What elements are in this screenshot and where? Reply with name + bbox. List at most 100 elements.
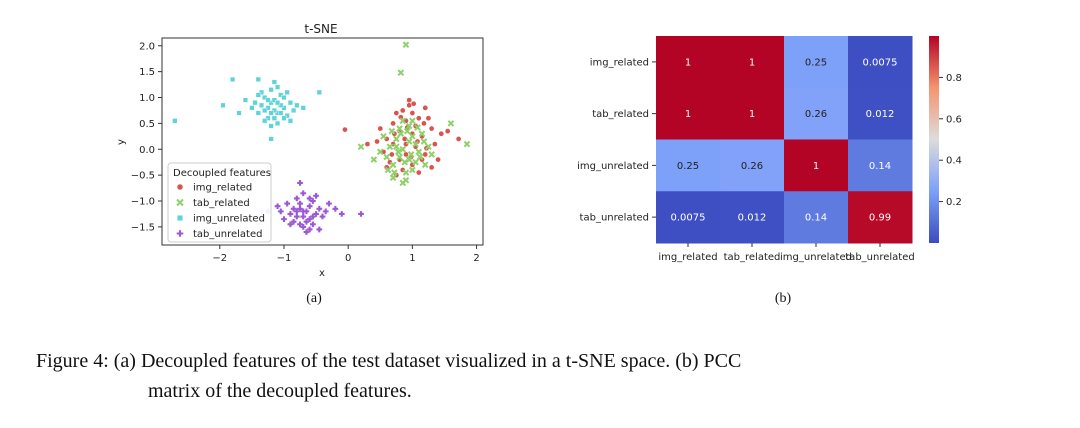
scatter-point-tab-related	[399, 117, 407, 125]
legend-marker-tab-unrelated	[176, 230, 184, 237]
scatter-point-tab-related	[421, 161, 429, 169]
scatter-point-tab-unrelated	[313, 192, 319, 199]
legend-marker-tab-related	[176, 198, 184, 207]
scatter-point-tab-related	[397, 69, 405, 76]
scatter-point-tab-related	[403, 127, 411, 135]
heatmap-cell	[656, 36, 721, 89]
scatter-point-tab-related	[409, 166, 416, 174]
scatter-point-img-unrelated	[271, 97, 277, 103]
scatter-point-tab-unrelated	[297, 221, 303, 228]
scatter-point-img-related	[425, 115, 432, 122]
colorbar-tick-label: 0.8	[946, 73, 962, 84]
scatter-point-img-related	[393, 110, 400, 116]
scatter-point-tab-related	[393, 135, 400, 143]
heatmap-cell	[720, 139, 785, 192]
heatmap-cell-label: 1	[813, 161, 819, 172]
scatter-point-tab-unrelated	[326, 200, 332, 207]
scatter-point-img-unrelated	[255, 76, 261, 82]
scatter-point-tab-related	[414, 124, 421, 131]
scatter-point-tab-unrelated	[338, 211, 345, 217]
scatter-point-img-unrelated	[252, 100, 258, 106]
scatter-point-tab-related	[383, 153, 391, 161]
scatter-point-tab-related	[394, 148, 402, 156]
scatter-point-tab-unrelated	[313, 211, 319, 217]
scatter-point-img-related	[438, 130, 445, 137]
legend-label: tab_related	[193, 198, 250, 209]
subfig-b-label: (b)	[775, 291, 792, 306]
scatter-point-tab-related	[428, 151, 435, 158]
scatter-point-tab-unrelated	[293, 195, 300, 202]
scatter-point-tab-unrelated	[297, 205, 303, 212]
scatter-point-tab-related	[391, 169, 398, 176]
heatmap-column-labels: img_related tab_related img_unrelatedtab_u…	[658, 243, 915, 263]
scatter-point-img-related	[401, 136, 408, 142]
heatmap-cell	[656, 191, 721, 244]
heatmap-column-label: img_related	[658, 252, 717, 263]
scatter-point-img-related	[455, 136, 462, 142]
colorbar-tick-label: 0.6	[946, 114, 962, 125]
heatmap-cells: 1 1 0.25 0.0075 1 1 0.26 0.012 0.25 0.26 1 0.14 0.00…	[656, 36, 913, 244]
heatmap-row-label: img_related	[590, 57, 649, 68]
heatmap-cell-label: 0.26	[741, 161, 763, 172]
scatter-point-tab-related	[402, 169, 410, 176]
heatmap-cell-label: 0.012	[738, 213, 767, 224]
scatter-point-tab-unrelated	[290, 218, 297, 225]
scatter-point-img-related	[422, 105, 429, 111]
scatter-point-tab-unrelated	[316, 205, 323, 212]
scatter-point-tab-unrelated	[310, 221, 316, 228]
scatter-point-img-unrelated	[287, 100, 293, 106]
scatter-point-tab-related	[425, 143, 432, 150]
legend-label: tab_unrelated	[193, 229, 262, 240]
scatter-point-tab-unrelated	[300, 190, 307, 197]
scatter-point-img-related	[377, 125, 384, 132]
heatmap-cell	[784, 139, 849, 192]
heatmap-cell	[784, 191, 849, 244]
scatter-point-tab-related	[416, 153, 424, 161]
scatter-x-ticks: −2 −1 0 1 2	[212, 245, 480, 264]
scatter-point-tab-related	[447, 120, 455, 127]
scatter-point-tab-related	[396, 125, 403, 132]
heatmap-cell	[656, 87, 721, 140]
x-tick-label: 1	[409, 253, 415, 264]
heatmap-cell	[720, 36, 785, 89]
scatter-point-img-related	[390, 120, 396, 127]
heatmap-cell-label: 1	[749, 109, 755, 120]
heatmap-column-label: tab_unrelated	[845, 252, 914, 263]
scatter-point-img-unrelated	[278, 92, 284, 98]
scatter-point-img-unrelated	[284, 89, 290, 95]
scatter-point-tab-related	[376, 148, 384, 156]
scatter-point-tab-related	[357, 143, 365, 150]
scatter-point-img-related	[374, 138, 380, 145]
y-tick-label: 2.0	[139, 41, 155, 52]
scatter-point-tab-related	[402, 41, 410, 49]
scatter-point-img-related	[422, 151, 429, 158]
scatter-point-tab-related	[370, 156, 378, 163]
heatmap-cell-label: 1	[685, 57, 691, 68]
tsne-scatter-plot: t-SNE −2 −1 0 1 2 −1.5 −1.0 −0.5 0.0 0.5 1.0 1.5 2.…	[116, 22, 484, 279]
scatter-point-img-unrelated	[271, 115, 277, 121]
scatter-point-img-unrelated	[275, 100, 281, 106]
scatter-point-img-unrelated	[291, 107, 297, 113]
scatter-point-tab-unrelated	[322, 208, 329, 215]
scatter-point-tab-unrelated	[319, 213, 326, 220]
scatter-point-img-unrelated	[278, 102, 284, 108]
scatter-point-img-unrelated	[271, 107, 277, 113]
scatter-point-img-unrelated	[262, 94, 268, 101]
scatter-point-img-related	[428, 125, 435, 132]
scatter-point-tab-related	[409, 117, 416, 125]
y-tick-label: 1.5	[139, 67, 155, 78]
legend-box	[167, 162, 272, 243]
scatter-point-tab-unrelated	[274, 203, 281, 210]
heatmap-row-label: img_unrelated	[577, 161, 649, 172]
scatter-point-tab-related	[405, 122, 413, 130]
heatmap-cell-label: 0.0075	[671, 213, 706, 224]
scatter-point-img-unrelated	[275, 120, 281, 126]
scatter-point-tab-related	[401, 158, 408, 166]
scatter-y-label: y	[116, 139, 127, 145]
scatter-point-tab-unrelated	[306, 203, 313, 210]
legend-marker-img-related	[176, 183, 184, 191]
scatter-point-tab-unrelated	[287, 221, 294, 228]
scatter-point-tab-related	[407, 151, 415, 158]
scatter-point-img-unrelated	[255, 92, 261, 98]
